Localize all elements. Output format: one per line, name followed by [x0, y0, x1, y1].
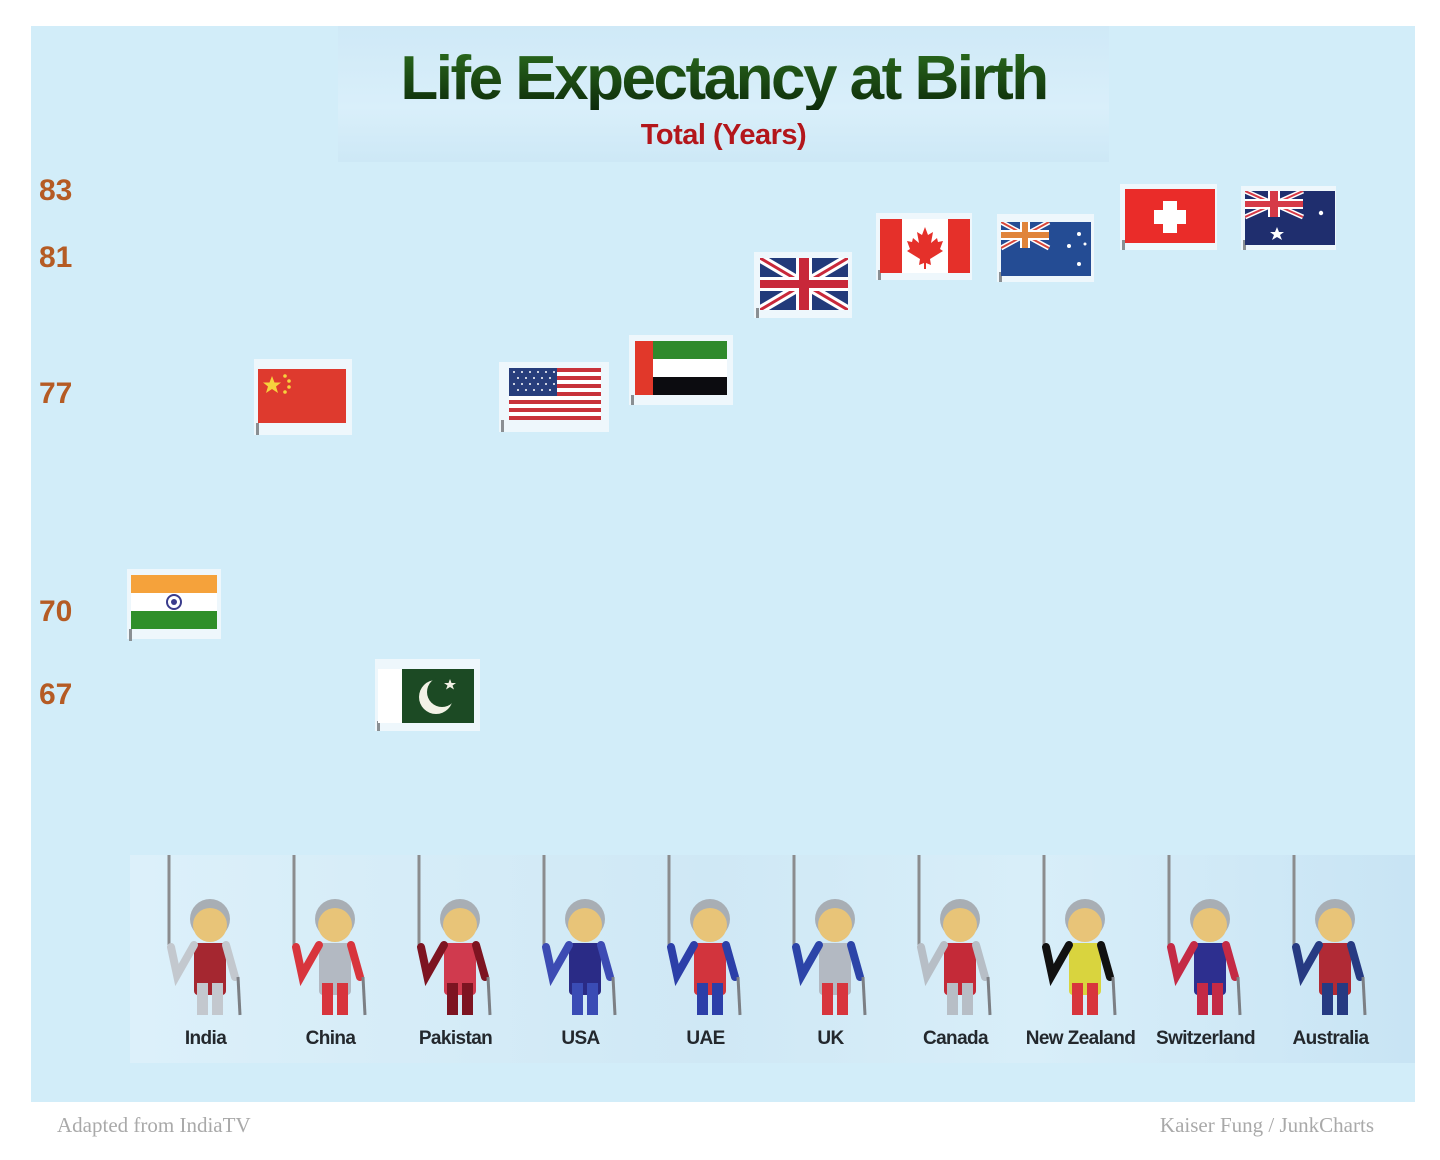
- china-figure: China: [268, 855, 393, 1063]
- elderly-person-icon: [292, 855, 367, 1016]
- australia-figure: Australia: [1268, 855, 1393, 1063]
- country-label-switzerland: Switzerland: [1156, 1028, 1256, 1049]
- chart-subtitle: Total (Years): [640, 119, 807, 151]
- y-tick-81: 81: [39, 241, 73, 274]
- elderly-person-icon: [792, 855, 867, 1016]
- author-credit: Kaiser Fung / JunkCharts: [1159, 1113, 1374, 1137]
- usa-figure: USA: [518, 855, 643, 1063]
- y-tick-83: 83: [39, 174, 73, 207]
- y-tick-70: 70: [39, 595, 73, 628]
- y-tick-77: 77: [39, 377, 73, 410]
- uk-flag-icon: [754, 252, 852, 318]
- australia-flag-icon: [1241, 186, 1336, 250]
- india-flag-icon: [127, 569, 221, 641]
- chart-title: Life Expectancy at Birth: [338, 48, 1109, 110]
- elderly-person-icon: [542, 855, 617, 1016]
- elderly-person-icon: [1167, 855, 1242, 1016]
- source-credit: Adapted from IndiaTV: [57, 1113, 251, 1137]
- india-figure: India: [143, 855, 268, 1063]
- elderly-person-icon: [1042, 855, 1117, 1016]
- uae-figure: UAE: [643, 855, 768, 1063]
- chart-panel: Life Expectancy at Birth Total (Years) 8…: [31, 26, 1415, 1102]
- uae-flag-icon: [629, 335, 733, 405]
- usa-flag-icon: [499, 362, 609, 432]
- new-zealand-figure: New Zealand: [1018, 855, 1143, 1063]
- pakistan-flag-icon: [375, 659, 480, 731]
- uk-figure: UK: [768, 855, 893, 1063]
- elderly-person-icon: [917, 855, 992, 1016]
- china-flag-icon: [254, 359, 352, 435]
- canada-flag-icon: [876, 213, 972, 280]
- country-label-china: China: [305, 1028, 356, 1049]
- country-label-uae: UAE: [686, 1028, 725, 1049]
- country-label-india: India: [184, 1028, 227, 1049]
- elderly-person-icon: [417, 855, 492, 1016]
- switzerland-figure: Switzerland: [1143, 855, 1268, 1063]
- country-label-canada: Canada: [922, 1028, 989, 1049]
- elderly-person-icon: [1292, 855, 1367, 1016]
- country-label-new-zealand: New Zealand: [1025, 1028, 1136, 1049]
- country-label-uk: UK: [817, 1028, 844, 1049]
- canada-figure: Canada: [893, 855, 1018, 1063]
- new-zealand-flag-icon: [997, 214, 1094, 282]
- elderly-person-icon: [667, 855, 742, 1016]
- title-banner: Life Expectancy at Birth Total (Years): [338, 26, 1109, 162]
- elderly-person-icon: [167, 855, 242, 1016]
- y-tick-67: 67: [39, 678, 73, 711]
- country-figures-band: India China: [130, 855, 1415, 1063]
- country-label-usa: USA: [561, 1028, 600, 1049]
- switzerland-flag-icon: [1120, 184, 1217, 250]
- country-label-australia: Australia: [1292, 1028, 1370, 1049]
- pakistan-figure: Pakistan: [393, 855, 518, 1063]
- country-label-pakistan: Pakistan: [418, 1028, 493, 1049]
